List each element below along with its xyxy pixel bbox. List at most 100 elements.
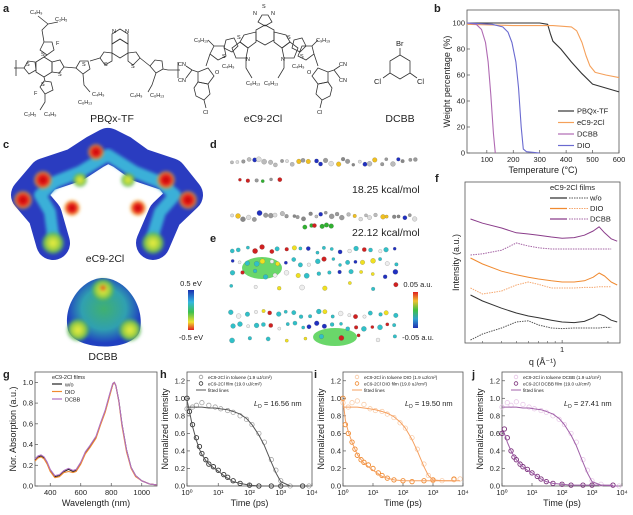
panel-label-g: g	[3, 369, 10, 381]
atom-label: C₆H₁₃	[246, 81, 260, 87]
x-tick-label: 800	[105, 488, 118, 497]
atom-ball	[240, 216, 246, 222]
atom-ball	[321, 323, 327, 329]
atom-ball	[354, 325, 359, 330]
legend-label: DIO	[577, 141, 591, 150]
y-axis-label: Nor. Absorption (a.u.)	[8, 386, 18, 471]
y-tick-label: 0.0	[175, 482, 185, 491]
series-line-dcbb	[34, 381, 158, 486]
ld-value: = 16.56 nm	[262, 399, 302, 408]
legend-marker	[354, 374, 360, 380]
atom-ball	[273, 162, 278, 168]
atom-label: CN	[339, 62, 347, 68]
solution-data-point	[520, 401, 526, 407]
atom-ball	[285, 338, 289, 343]
atom-ball	[237, 260, 242, 264]
solution-data-point	[425, 472, 431, 479]
atom-ball	[280, 211, 285, 216]
legend-label: DCBB	[577, 130, 598, 139]
atom-ball	[384, 157, 389, 161]
atom-ball	[252, 248, 258, 254]
x-axis-label: Time (ps)	[543, 498, 581, 508]
x-tick-label: 10¹	[527, 488, 538, 497]
atom-ball	[396, 214, 401, 219]
atom-ball	[348, 269, 354, 275]
atom-ball	[328, 223, 334, 229]
atom-ball	[314, 320, 320, 326]
x-axis-label: Time (ps)	[231, 498, 269, 508]
x-tick-label: 10⁰	[181, 488, 192, 497]
atom-label: Cl	[203, 110, 208, 116]
atom-ball	[361, 326, 367, 332]
x-tick-label: 10⁰	[337, 488, 348, 497]
atom-ball	[347, 248, 352, 254]
atom-ball	[370, 325, 375, 329]
atom-label: S	[131, 64, 135, 70]
atom-ball	[306, 324, 312, 329]
y-tick-label: 0.0	[331, 482, 341, 491]
solution-data-point	[391, 415, 397, 421]
solution-data-point	[556, 416, 562, 422]
x-tick-label: 400	[44, 488, 57, 497]
atom-ball	[371, 272, 375, 276]
series-line-pbqx-tf	[467, 22, 620, 93]
charts: 100 200 300 400 500 600 0 20 40 60 80 100 Temperatur…	[8, 9, 628, 508]
atom-label: C₄H₉	[44, 112, 56, 118]
atom-ball	[261, 179, 265, 183]
y-axis-label: Normalized intensity	[316, 388, 326, 470]
atom-ball	[236, 247, 241, 253]
film-data-point	[524, 466, 531, 472]
atom-ball	[277, 286, 282, 291]
atom-ball	[254, 261, 260, 267]
atom-label: N	[271, 11, 275, 17]
solution-data-point	[504, 400, 510, 406]
atom-label: S	[262, 4, 266, 10]
x-tick-label: 10⁴	[306, 488, 318, 497]
atom-ball	[319, 223, 325, 229]
y-tick-label: 1.0	[490, 394, 500, 403]
atom-ball	[272, 212, 278, 218]
atom-ball	[383, 247, 389, 253]
x-tick-label: 10³	[428, 488, 439, 497]
atom-ball	[348, 281, 352, 285]
atom-ball	[277, 326, 281, 331]
atom-ball	[393, 282, 399, 288]
atom-ball	[285, 322, 290, 326]
atom-ball	[303, 336, 308, 341]
x-tick-label: 10¹	[368, 488, 379, 497]
film-data-point	[538, 476, 544, 482]
atom-ball	[345, 260, 350, 265]
atom-label: CN	[178, 78, 186, 84]
atom-label: C₄H₉	[30, 10, 42, 16]
atom-ball	[230, 213, 234, 218]
legend-label: fitted lines	[523, 388, 544, 393]
atom-ball	[299, 314, 304, 319]
esp-dcbb-surface: DCBB	[66, 278, 141, 363]
film-data-point	[358, 457, 364, 463]
atom-ball	[378, 312, 383, 317]
legend-label: eC9-2Cl DIO film (19.0 uJ/cm²)	[364, 381, 428, 386]
atom-label: C₄H₉	[222, 64, 234, 70]
x-tick-label: 10³	[587, 488, 598, 497]
plot-frame	[466, 9, 620, 154]
atom-ball	[413, 157, 418, 162]
atom-ball	[322, 246, 326, 250]
ec9-2cl-structure: S N N S S N N C₉H₁₉ C₉H₁₉ S S CN CN CN C…	[178, 4, 347, 125]
atom-ball	[308, 211, 313, 216]
x-tick-label: 10²	[398, 488, 409, 497]
atom-ball	[301, 216, 306, 222]
atom-label: F	[56, 41, 60, 47]
atom-label: S	[287, 35, 291, 41]
atom-ball	[346, 212, 351, 217]
legend-label: DIO	[65, 390, 76, 396]
atom-ball	[336, 161, 342, 167]
atom-label: S	[26, 62, 30, 68]
solution-data-point	[199, 400, 205, 406]
atom-ball	[358, 159, 362, 164]
legend-label: DCBB	[590, 215, 611, 224]
atom-ball	[384, 214, 389, 219]
y-tick-label: 0.2	[490, 464, 500, 473]
film-fit-line	[186, 399, 303, 487]
atom-ball	[268, 323, 273, 328]
atom-ball	[315, 258, 321, 264]
